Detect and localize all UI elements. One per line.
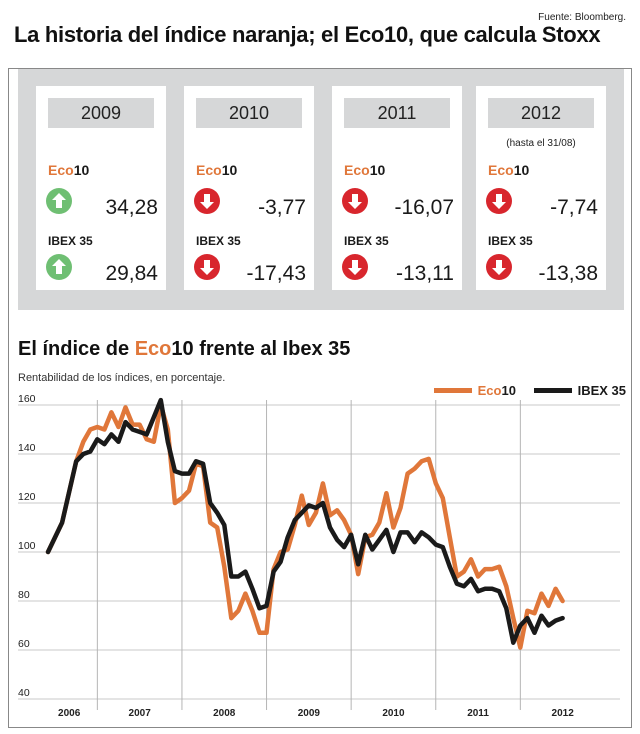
x-year-label: 2007 [129, 708, 152, 719]
year-card-2012: 2012 (hasta el 31/08) Eco10 -7,74 IBEX 3… [476, 86, 606, 290]
eco10-value: 34,28 [105, 196, 158, 219]
y-tick-label: 40 [18, 687, 30, 699]
up-arrow-icon [46, 188, 72, 214]
card-year: 2010 [196, 98, 302, 128]
series-line-eco10 [45, 402, 565, 650]
ibex35-value: -17,43 [246, 262, 306, 285]
x-year-label: 2010 [382, 708, 405, 719]
ibex35-value: -13,38 [538, 262, 598, 285]
legend-swatch-eco10 [433, 388, 472, 393]
y-tick-label: 60 [18, 638, 30, 650]
x-year-label: 2006 [58, 708, 81, 719]
year-card-2011: 2011 Eco10 -16,07 IBEX 35 -13,11 [332, 86, 462, 290]
eco10-label: Eco10 [344, 162, 386, 178]
card-year: 2011 [344, 98, 450, 128]
eco10-value: -16,07 [394, 196, 454, 219]
chart-subtitle: Rentabilidad de los índices, en porcenta… [18, 372, 226, 384]
year-card-2010: 2010 Eco10 -3,77 IBEX 35 -17,43 [184, 86, 314, 290]
legend-item-ibex35: IBEX 35 [533, 383, 626, 398]
x-year-label: 2008 [213, 708, 236, 719]
down-arrow-icon [486, 188, 512, 214]
ibex35-label: IBEX 35 [344, 234, 389, 248]
x-year-label: 2012 [552, 708, 575, 719]
ibex35-label: IBEX 35 [196, 234, 241, 248]
down-arrow-icon [194, 188, 220, 214]
year-card-2009: 2009 Eco10 34,28 IBEX 35 29,84 [36, 86, 166, 290]
ibex35-value: -13,11 [396, 262, 454, 285]
y-tick-label: 140 [18, 442, 36, 454]
ibex35-value: 29,84 [105, 262, 158, 285]
y-tick-label: 80 [18, 589, 30, 601]
eco10-value: -3,77 [258, 196, 306, 219]
down-arrow-icon [486, 254, 512, 280]
page-title: La historia del índice naranja; el Eco10… [14, 22, 601, 47]
eco10-label: Eco10 [48, 162, 90, 178]
eco10-label: Eco10 [196, 162, 238, 178]
card-year: 2012 [488, 98, 594, 128]
x-year-label: 2011 [467, 708, 489, 719]
yearly-returns-panel: 2009 Eco10 34,28 IBEX 35 29,84 2010 Eco1… [18, 68, 624, 310]
x-year-label: 2009 [298, 708, 321, 719]
down-arrow-icon [342, 188, 368, 214]
source-note: Fuente: Bloomberg. [538, 12, 626, 23]
y-tick-label: 100 [18, 540, 36, 552]
up-arrow-icon [46, 254, 72, 280]
line-chart: 40 60 80 100 120 140 160 2006 2007 2008 2009 2010 20… [18, 393, 620, 719]
y-tick-label: 120 [18, 491, 36, 503]
ibex35-label: IBEX 35 [48, 234, 93, 248]
series-line-ibex35 [45, 397, 565, 645]
chart-title: El índice de Eco10 frente al Ibex 35 [18, 338, 351, 360]
down-arrow-icon [342, 254, 368, 280]
eco10-label: Eco10 [488, 162, 530, 178]
card-year: 2009 [48, 98, 154, 128]
legend-item-eco10: Eco10 [433, 383, 516, 398]
down-arrow-icon [194, 254, 220, 280]
card-note: (hasta el 31/08) [506, 138, 576, 149]
eco10-value: -7,74 [550, 196, 598, 219]
y-tick-label: 160 [18, 393, 36, 405]
legend-swatch-ibex35 [533, 388, 572, 393]
chart-legend: Eco10 IBEX 35 [420, 381, 626, 398]
ibex35-label: IBEX 35 [488, 234, 533, 248]
